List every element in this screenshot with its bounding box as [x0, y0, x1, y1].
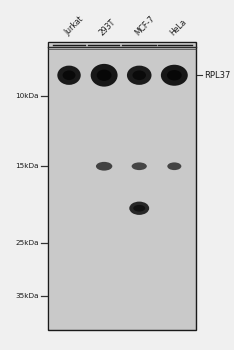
Text: 35kDa: 35kDa: [15, 293, 39, 299]
Ellipse shape: [167, 70, 182, 80]
Ellipse shape: [132, 162, 147, 170]
Ellipse shape: [129, 202, 149, 215]
Text: Jurkat: Jurkat: [63, 15, 85, 37]
Ellipse shape: [97, 70, 112, 81]
Ellipse shape: [127, 66, 152, 85]
Text: 10kDa: 10kDa: [15, 93, 39, 99]
Text: RPL37: RPL37: [204, 71, 230, 80]
Ellipse shape: [63, 70, 76, 80]
Ellipse shape: [96, 162, 112, 171]
Text: HeLa: HeLa: [168, 17, 188, 37]
Ellipse shape: [57, 66, 81, 85]
Ellipse shape: [161, 65, 188, 86]
Ellipse shape: [91, 64, 118, 87]
Bar: [48, 42, 196, 330]
Ellipse shape: [132, 70, 146, 80]
Text: MCF-7: MCF-7: [133, 14, 156, 37]
Bar: [49, 43, 195, 329]
Ellipse shape: [167, 162, 181, 170]
Text: 25kDa: 25kDa: [15, 240, 39, 246]
Ellipse shape: [133, 205, 145, 211]
Text: 15kDa: 15kDa: [15, 163, 39, 169]
Text: 293T: 293T: [98, 18, 118, 37]
